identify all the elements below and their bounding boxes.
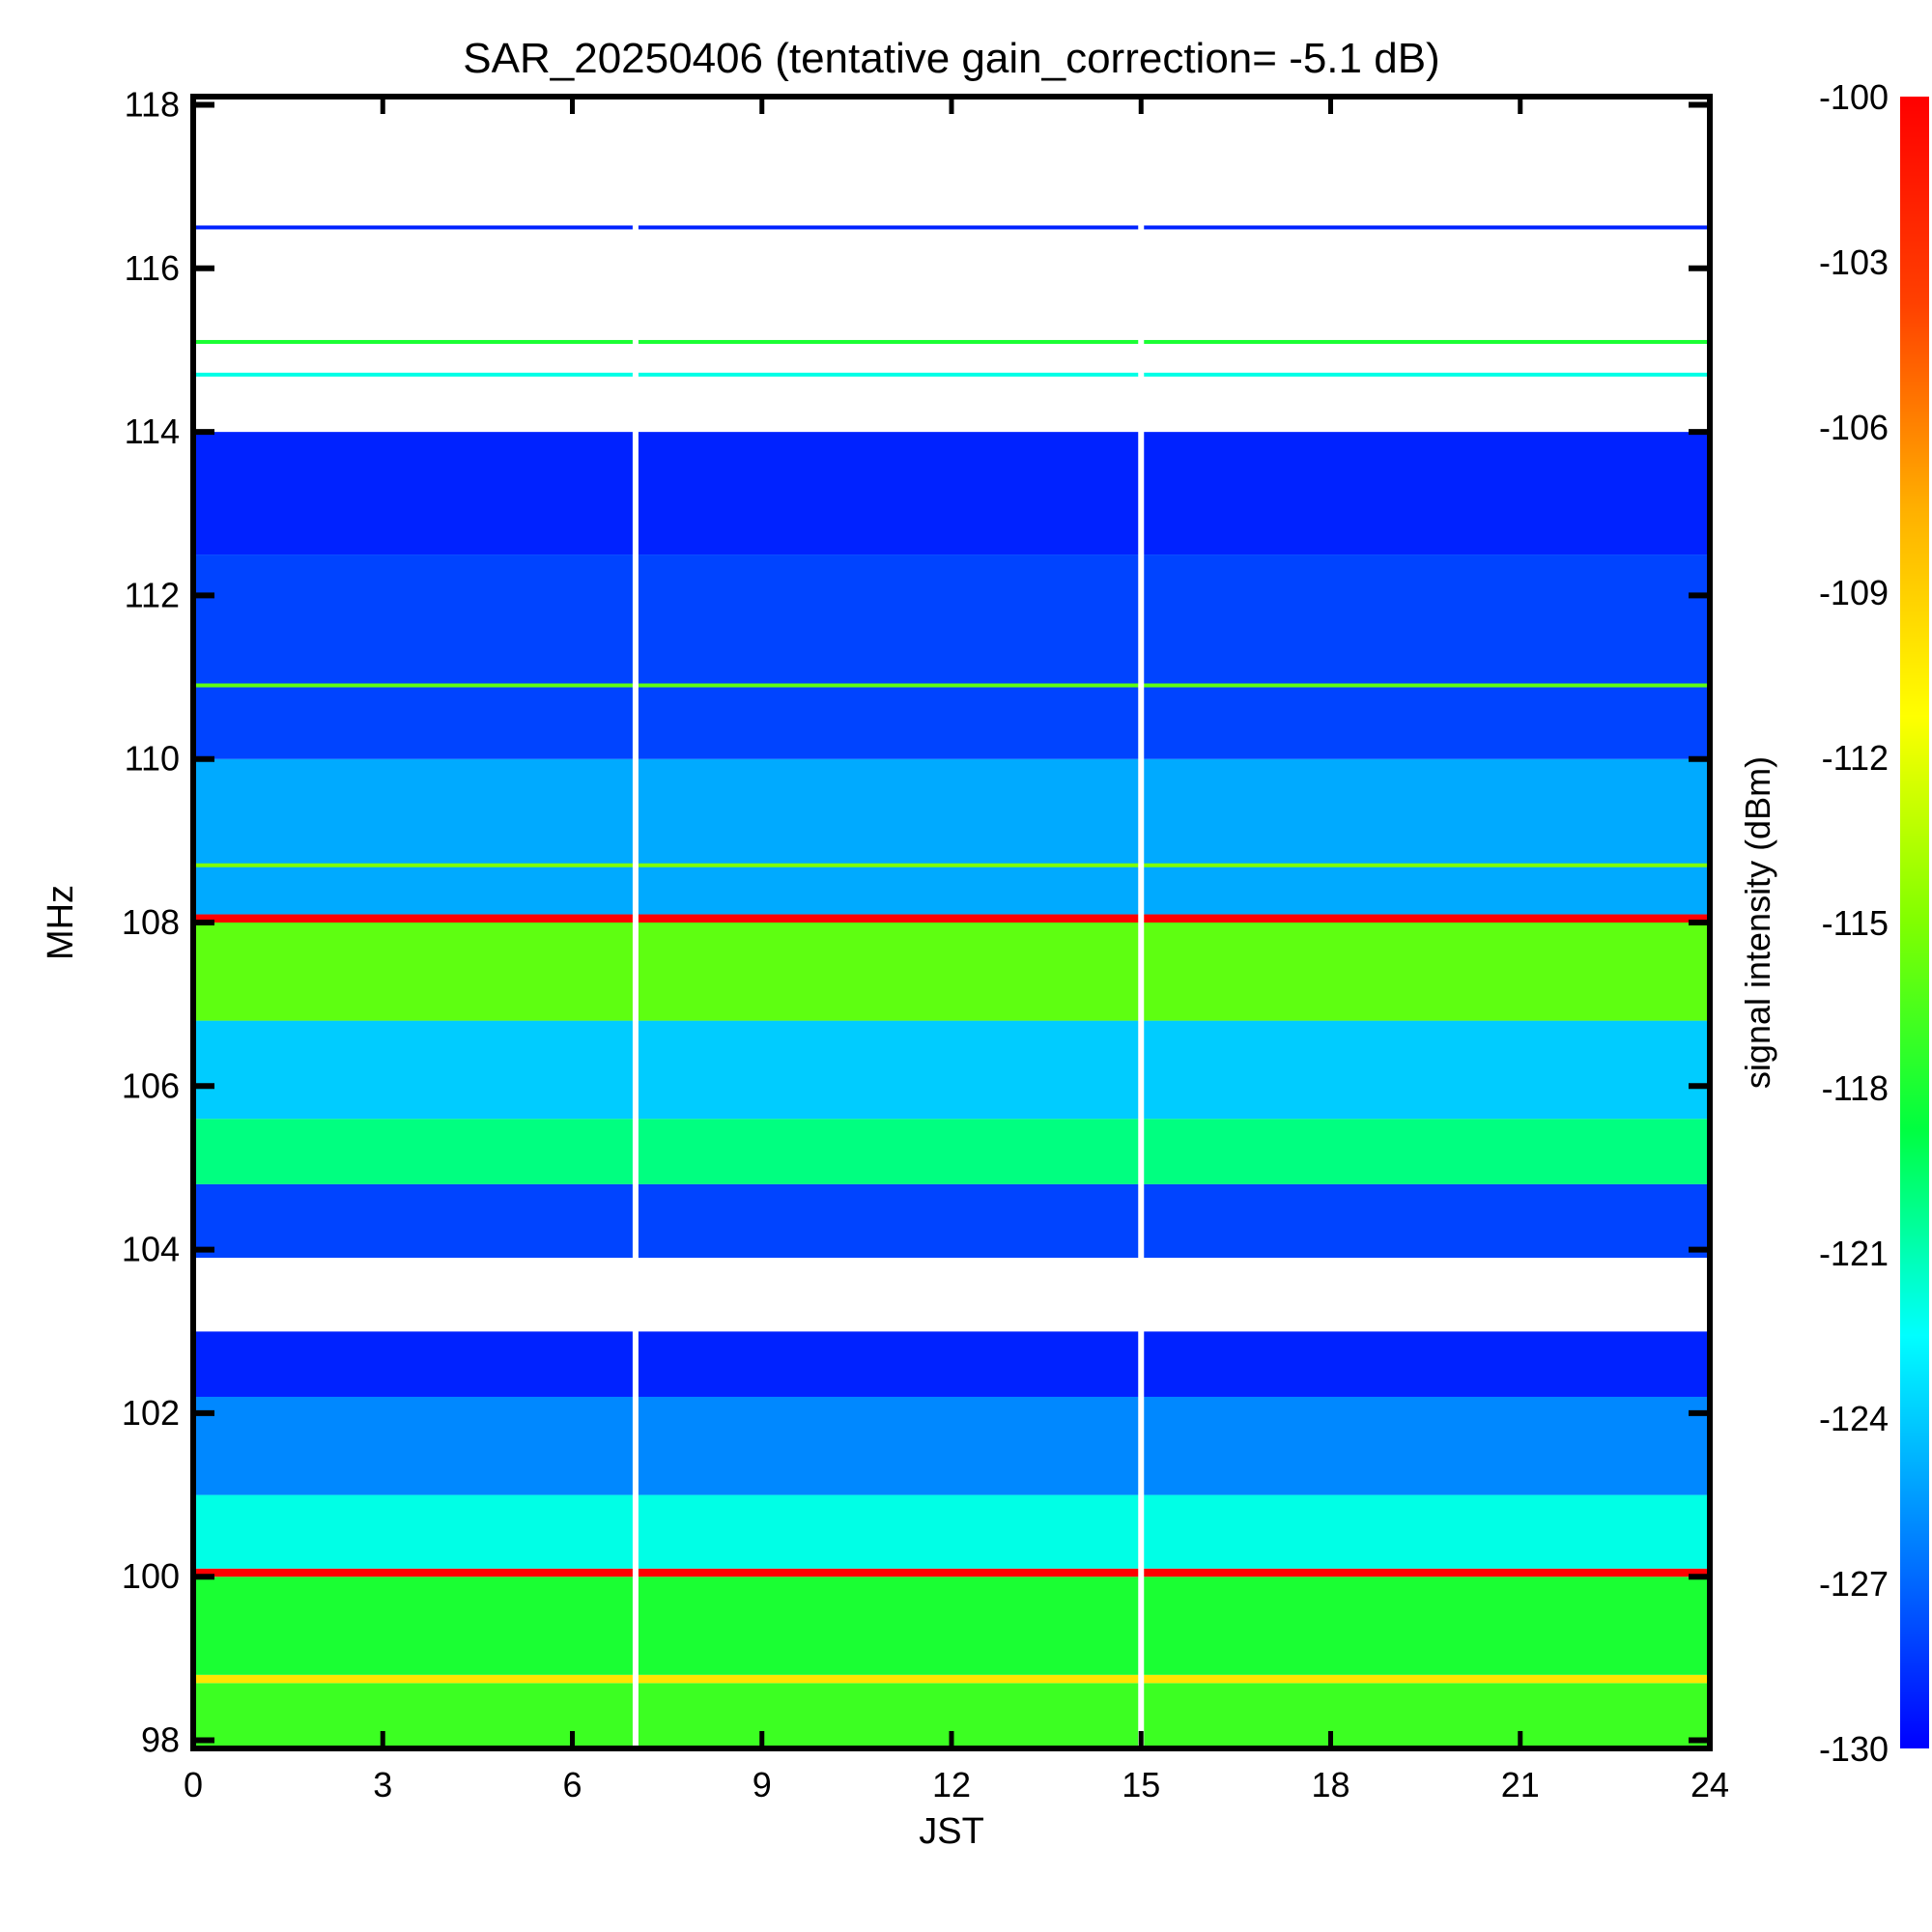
colorbar-tick-label-m124: -124 xyxy=(1819,1399,1889,1438)
emission-line-2 xyxy=(193,372,1710,377)
colorbar-tick-label-m100: -100 xyxy=(1819,77,1889,117)
data-gaps xyxy=(632,97,1145,1748)
y-tick-label-118: 118 xyxy=(125,84,180,124)
chart-title: SAR_20250406 (tentative gain_correction=… xyxy=(463,35,1439,82)
heatmap-band-4 xyxy=(193,1494,1710,1569)
colorbar-ticks: -100 -103 -106 -109 -112 -115 -118 -121 -124 -127… xyxy=(1819,77,1889,1769)
heatmap-band-5 xyxy=(193,1396,1710,1495)
y-tick-label-108: 108 xyxy=(122,902,180,942)
y-tick-label-104: 104 xyxy=(122,1230,180,1269)
x-tick-label-0: 0 xyxy=(184,1765,203,1804)
x-tick-label-3: 3 xyxy=(373,1765,392,1804)
colorbar-tick-label-m106: -106 xyxy=(1819,408,1889,447)
colorbar xyxy=(1900,97,1929,1748)
y-tick-label-110: 110 xyxy=(125,739,180,779)
heatmap-band-2 xyxy=(193,1577,1710,1675)
colorbar-tick-label-m112: -112 xyxy=(1822,738,1889,778)
y-tick-label-100: 100 xyxy=(122,1556,180,1596)
x-tick-label-9: 9 xyxy=(753,1765,772,1804)
x-tick-label-21: 21 xyxy=(1501,1765,1540,1804)
x-axis-label: JST xyxy=(919,1811,984,1852)
data-gap-1 xyxy=(1138,97,1145,1748)
y-axis-ticks: 98 100 102 104 106 108 110 112 114 116 118 xyxy=(122,84,1710,1760)
y-tick-label-116: 116 xyxy=(125,248,180,288)
heatmap-band-1 xyxy=(193,1674,1710,1684)
colorbar-label: signal intensity (dBm) xyxy=(1738,756,1777,1089)
colorbar-tick-label-m115: -115 xyxy=(1822,903,1889,943)
y-tick-label-106: 106 xyxy=(122,1065,180,1105)
heatmap-band-12 xyxy=(193,914,1710,923)
heatmap-band-16 xyxy=(193,97,1710,433)
x-tick-label-24: 24 xyxy=(1690,1765,1729,1804)
x-axis-ticks: 0 3 6 9 12 15 18 21 24 xyxy=(184,97,1729,1804)
x-tick-label-18: 18 xyxy=(1311,1765,1350,1804)
heatmap-band-13 xyxy=(193,758,1710,915)
y-tick-label-112: 112 xyxy=(125,575,180,614)
emission-line-4 xyxy=(193,225,1710,230)
heatmap-band-11 xyxy=(193,923,1710,1021)
colorbar-tick-label-m127: -127 xyxy=(1819,1564,1889,1604)
colorbar-tick-label-m130: -130 xyxy=(1819,1729,1889,1769)
x-tick-label-6: 6 xyxy=(562,1765,582,1804)
y-tick-label-98: 98 xyxy=(141,1720,180,1760)
y-axis-label: MHz xyxy=(41,885,81,960)
y-tick-label-114: 114 xyxy=(125,412,180,451)
heatmap-band-8 xyxy=(193,1183,1710,1259)
emission-line-0 xyxy=(193,863,1710,867)
emission-line-1 xyxy=(193,683,1710,688)
y-tick-label-102: 102 xyxy=(122,1393,180,1433)
heatmap-band-14 xyxy=(193,554,1710,759)
heatmap-band-6 xyxy=(193,1331,1710,1397)
colorbar-tick-label-m121: -121 xyxy=(1819,1234,1889,1273)
colorbar-tick-label-m103: -103 xyxy=(1819,242,1889,282)
data-gap-0 xyxy=(632,97,639,1748)
x-tick-label-12: 12 xyxy=(932,1765,971,1804)
colorbar-tick-label-m118: -118 xyxy=(1822,1068,1889,1108)
heatmap-plot-area xyxy=(193,97,1710,1748)
heatmap-band-9 xyxy=(193,1119,1710,1184)
heatmap-band-3 xyxy=(193,1568,1710,1577)
emission-line-3 xyxy=(193,339,1710,344)
heatmap-band-10 xyxy=(193,1020,1710,1120)
heatmap-band-15 xyxy=(193,432,1710,555)
colorbar-tick-label-m109: -109 xyxy=(1819,573,1889,612)
heatmap-band-7 xyxy=(193,1258,1710,1332)
x-tick-label-15: 15 xyxy=(1122,1765,1160,1804)
